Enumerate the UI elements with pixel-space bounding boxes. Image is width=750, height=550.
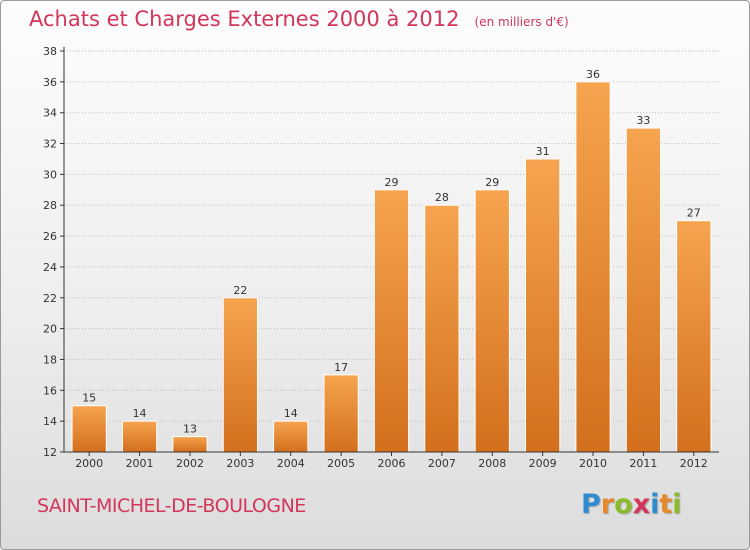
x-tick-label: 2012: [680, 457, 708, 470]
x-tick-label: 2011: [629, 457, 657, 470]
axes: 12 14 16 18 20 22 24 26 28 30 32 34 36 38 2000 2001 2002…: [43, 45, 719, 470]
logo-letter: x: [632, 489, 651, 520]
y-tick-label: 24: [43, 261, 57, 274]
bar-value-label: 13: [183, 423, 197, 436]
bar-value-label: 14: [284, 407, 298, 420]
logo-letter: t: [659, 489, 673, 520]
bar-value-label: 27: [687, 207, 701, 220]
y-tick-label: 12: [43, 446, 57, 459]
bar: [676, 220, 712, 453]
commune-name: SAINT-MICHEL-DE-BOULOGNE: [37, 495, 306, 517]
bar: [424, 204, 460, 453]
bar: [121, 420, 158, 453]
y-tick-label: 38: [43, 45, 57, 58]
y-tick-label: 34: [43, 107, 57, 120]
x-tick-label: 2002: [176, 457, 204, 470]
x-tick-label: 2008: [478, 457, 506, 470]
bar-value-label: 33: [636, 114, 650, 127]
x-tick-label: 2003: [226, 457, 254, 470]
x-tick-label: 2005: [327, 457, 355, 470]
bar: [525, 158, 561, 453]
y-tick-label: 36: [43, 76, 57, 89]
bars: 15 14 13 22 14 17 29 28 29 31 36 33 27: [71, 68, 712, 453]
x-tick-label: 2009: [529, 457, 557, 470]
bar: [625, 127, 662, 453]
bar-value-label: 15: [82, 392, 96, 405]
bar: [323, 374, 359, 453]
bar: [373, 189, 410, 453]
x-tick-label: 2001: [126, 457, 154, 470]
bar-value-label: 22: [233, 284, 247, 297]
logo-letter: o: [614, 489, 633, 520]
bar-value-label: 28: [435, 191, 449, 204]
bar-value-label: 14: [133, 407, 147, 420]
y-tick-label: 20: [43, 323, 57, 336]
bar: [273, 420, 309, 453]
y-tick-label: 26: [43, 230, 57, 243]
bar: [172, 436, 208, 453]
y-tick-label: 14: [43, 415, 57, 428]
bar: [575, 81, 611, 453]
title-row: Achats et Charges Externes 2000 à 2012 (…: [29, 7, 569, 31]
bar-value-label: 17: [334, 361, 348, 374]
bar-value-label: 29: [485, 176, 499, 189]
x-tick-label: 2007: [428, 457, 456, 470]
bar: [71, 405, 107, 453]
bar: [222, 297, 258, 453]
logo-letter: i: [672, 489, 682, 520]
x-tick-label: 2010: [579, 457, 607, 470]
bar-value-label: 29: [385, 176, 399, 189]
x-tick-label: 2000: [75, 457, 103, 470]
y-tick-label: 30: [43, 168, 57, 181]
logo-letter: i: [650, 489, 660, 520]
y-tick-label: 32: [43, 138, 57, 151]
x-tick-label: 2004: [277, 457, 305, 470]
y-tick-label: 18: [43, 353, 57, 366]
chart-unit: (en milliers d'€): [474, 15, 569, 29]
y-tick-label: 28: [43, 199, 57, 212]
logo-letter: P: [581, 489, 601, 520]
logo-letter: r: [600, 489, 615, 520]
bar-value-label: 36: [586, 68, 600, 81]
bar: [474, 189, 510, 453]
proxiti-logo: Proxiti: [581, 489, 682, 520]
y-tick-label: 22: [43, 292, 57, 305]
chart-title: Achats et Charges Externes 2000 à 2012: [29, 7, 460, 31]
bar-value-label: 31: [536, 145, 550, 158]
y-tick-label: 16: [43, 384, 57, 397]
x-tick-label: 2006: [378, 457, 406, 470]
